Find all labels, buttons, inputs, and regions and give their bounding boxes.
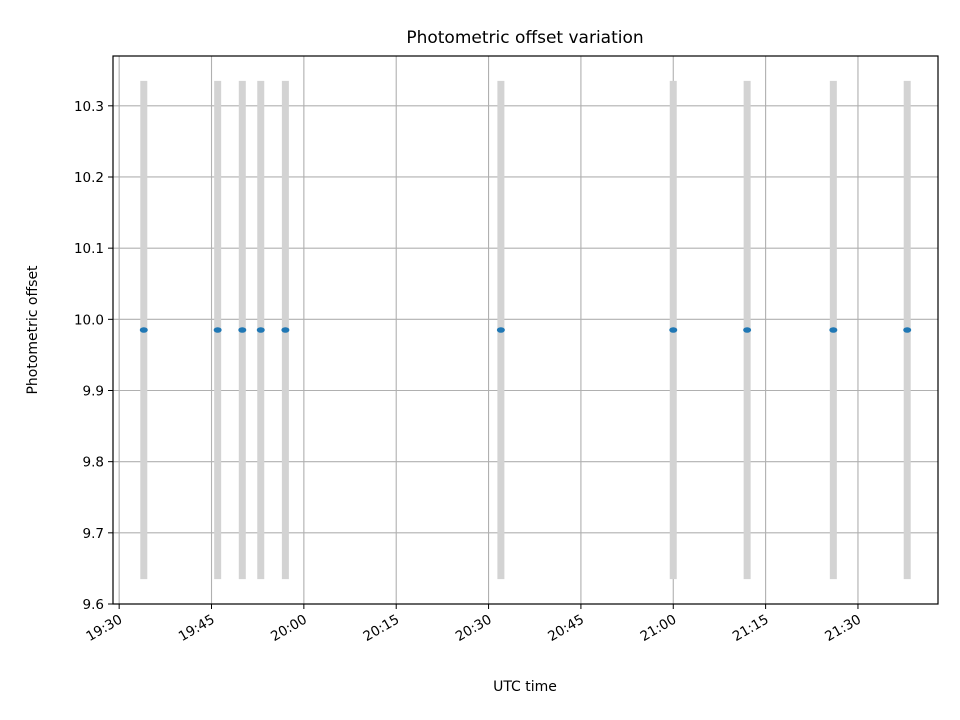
data-point <box>669 327 678 333</box>
y-tick-label: 10.2 <box>74 170 104 186</box>
plot-area <box>113 56 938 604</box>
y-axis-ticks: 9.6 9.7 9.8 9.9 10.0 10.1 10.2 10.3 <box>74 99 113 613</box>
data-point <box>139 327 148 333</box>
y-tick-label: 9.7 <box>83 526 104 542</box>
y-tick-label: 10.3 <box>74 99 104 115</box>
x-axis-label: UTC time <box>493 679 557 695</box>
y-tick-label: 10.0 <box>74 312 104 328</box>
data-point <box>829 327 838 333</box>
y-tick-label: 9.9 <box>83 383 104 399</box>
y-tick-label: 9.8 <box>83 455 104 471</box>
data-point <box>496 327 505 333</box>
plot-frame <box>112 55 939 605</box>
data-point <box>256 327 265 333</box>
y-tick-label: 10.1 <box>74 241 104 257</box>
data-points <box>139 327 912 333</box>
data-point <box>213 327 222 333</box>
data-point <box>238 327 247 333</box>
data-point <box>903 327 912 333</box>
data-point <box>743 327 752 333</box>
chart-title: Photometric offset variation <box>406 28 643 48</box>
y-axis-label: Photometric offset <box>25 265 41 395</box>
y-tick-label: 9.6 <box>83 597 104 613</box>
data-point <box>281 327 290 333</box>
